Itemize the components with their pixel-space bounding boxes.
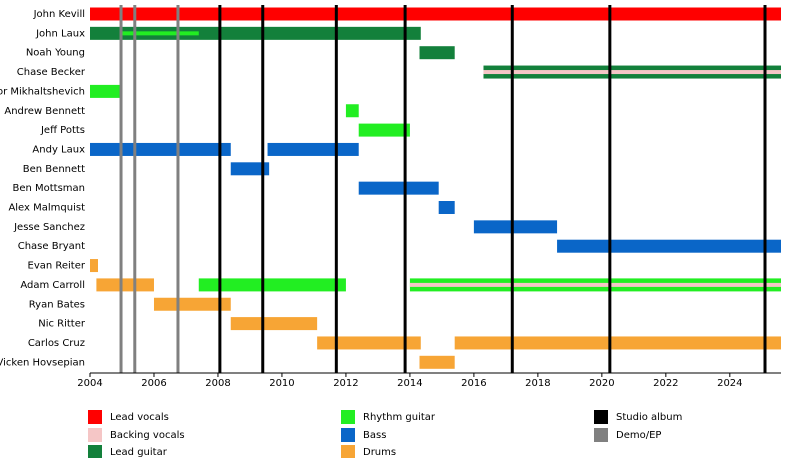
bar (438, 201, 455, 214)
bar (317, 336, 421, 350)
member-label: Ryan Bates (29, 299, 85, 310)
member-label: Jeff Potts (40, 125, 85, 136)
member-label: Alex Malmquist (8, 203, 85, 214)
legend-swatch (88, 428, 102, 442)
member-label: Ben Bennett (23, 164, 85, 175)
bar (358, 181, 439, 195)
inner-bar (409, 282, 781, 287)
x-tick-label: 2020 (589, 378, 614, 389)
bar (557, 239, 781, 253)
bar (230, 317, 318, 331)
bar (419, 46, 455, 60)
member-label: John Laux (35, 28, 85, 39)
member-label: Viktor Mikhaltshevich (0, 86, 85, 97)
legend-label: Studio album (616, 412, 682, 423)
bar (473, 220, 558, 234)
x-tick-label: 2018 (525, 378, 550, 389)
member-label: Carlos Cruz (28, 338, 85, 349)
legend-label: Rhythm guitar (363, 412, 436, 423)
member-label: Chase Becker (17, 67, 86, 78)
member-label: Ben Mottsman (12, 183, 85, 194)
member-label: Evan Reiter (28, 261, 86, 272)
x-tick-label: 2006 (141, 378, 166, 389)
legend-label: Drums (363, 447, 396, 458)
x-tick-label: 2014 (397, 378, 422, 389)
x-tick-label: 2024 (717, 378, 742, 389)
legend-swatch (88, 445, 102, 458)
x-tick-label: 2012 (333, 378, 358, 389)
bar (345, 104, 359, 118)
bar (90, 259, 98, 273)
bar (90, 26, 421, 40)
legend-swatch (341, 410, 355, 424)
legend-swatch (88, 410, 102, 424)
member-label: Andy Laux (32, 144, 85, 155)
bar (230, 162, 270, 176)
member-label: Chase Bryant (18, 241, 85, 252)
member-label: Jesse Sanchez (13, 222, 85, 233)
bar (419, 355, 455, 369)
legend-swatch (341, 445, 355, 458)
legend-swatch (594, 410, 608, 424)
inner-bar (483, 70, 781, 75)
x-tick-label: 2016 (461, 378, 486, 389)
bar (153, 297, 231, 311)
legend-label: Lead vocals (110, 412, 169, 423)
member-label: Adam Carroll (20, 280, 85, 291)
bar (358, 123, 410, 137)
bar (90, 7, 781, 21)
member-label: Noah Young (26, 48, 85, 59)
legend-label: Lead guitar (110, 447, 168, 458)
legend-label: Bass (363, 430, 386, 441)
x-tick-label: 2004 (77, 378, 102, 389)
bar (90, 142, 231, 156)
bar (267, 142, 359, 156)
legend-label: Demo/EP (616, 430, 661, 441)
member-label: John Kevill (33, 9, 85, 20)
bar (454, 336, 781, 350)
member-label: Nic Ritter (38, 319, 86, 330)
bar (90, 84, 122, 98)
x-tick-label: 2010 (269, 378, 294, 389)
bar (198, 278, 346, 292)
legend-swatch (594, 428, 608, 442)
legend-label: Backing vocals (110, 430, 185, 441)
member-label: Vicken Hovsepian (0, 357, 85, 368)
x-tick-label: 2008 (205, 378, 230, 389)
bar (96, 278, 154, 292)
member-label: Andrew Bennett (4, 106, 85, 117)
x-tick-label: 2022 (653, 378, 678, 389)
legend-swatch (341, 428, 355, 442)
inner-bar (121, 31, 199, 36)
